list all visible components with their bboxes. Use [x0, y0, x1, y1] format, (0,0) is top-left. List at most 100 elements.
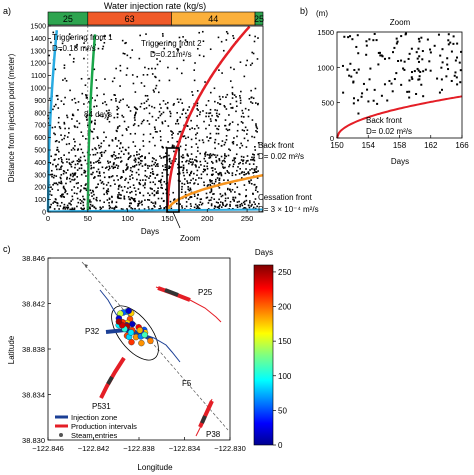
event-point	[126, 129, 128, 131]
event-point	[134, 91, 137, 93]
event-point	[103, 201, 105, 204]
event-point	[111, 207, 113, 209]
event-point	[53, 132, 55, 135]
event-point	[146, 94, 149, 97]
zoom-event-point	[386, 99, 389, 102]
event-point	[186, 125, 189, 127]
event-point	[118, 147, 121, 150]
front-curve-0	[46, 30, 59, 213]
event-point	[179, 46, 182, 48]
event-point	[224, 160, 226, 163]
event-point	[204, 155, 207, 157]
event-point	[62, 206, 65, 209]
zoom-event-point	[447, 43, 450, 46]
y-tick-label: 200	[34, 185, 46, 192]
event-point	[212, 153, 214, 156]
front-curve-3	[166, 173, 264, 213]
event-point	[231, 159, 234, 162]
event-point	[138, 157, 140, 160]
event-point	[51, 173, 54, 176]
event-point	[198, 139, 201, 142]
event-point	[224, 192, 226, 195]
event-point	[81, 200, 83, 202]
b-y-tick-label: 1000	[317, 63, 334, 72]
event-point	[161, 165, 164, 167]
event-point	[162, 35, 164, 37]
event-point	[232, 163, 235, 166]
event-point	[254, 207, 257, 210]
event-point	[142, 133, 145, 136]
event-point	[147, 167, 149, 169]
event-point	[181, 160, 183, 163]
event-point	[52, 202, 54, 204]
zoom-event-point	[452, 35, 455, 38]
event-point	[63, 67, 66, 69]
zoom-event-point	[397, 60, 400, 63]
event-point	[102, 183, 105, 185]
zoom-event-point	[453, 74, 456, 77]
zoom-event-point	[418, 78, 421, 81]
zoom-event-point	[460, 50, 463, 53]
zoom-event-point	[361, 92, 364, 95]
event-point	[152, 172, 154, 175]
event-point	[103, 140, 105, 142]
zoom-event-point	[347, 36, 350, 39]
event-point	[106, 160, 109, 163]
event-point	[99, 179, 102, 182]
zoom-event-point	[396, 40, 399, 43]
event-point	[207, 139, 210, 142]
event-point	[198, 54, 201, 57]
zoom-event-point	[400, 83, 403, 86]
event-point	[141, 203, 143, 206]
injection-base-trace	[47, 208, 264, 213]
event-point	[215, 159, 218, 162]
event-point	[146, 164, 149, 167]
event-point	[163, 155, 165, 158]
event-point	[181, 188, 183, 191]
event-point	[225, 108, 228, 110]
event-point	[148, 140, 151, 143]
zoom-event-point	[417, 60, 420, 63]
zoom-event-point	[355, 71, 358, 74]
event-point	[86, 48, 89, 51]
event-point	[217, 115, 219, 118]
event-point	[206, 162, 209, 164]
event-point	[224, 197, 227, 200]
event-point	[148, 112, 151, 115]
event-point	[108, 204, 111, 207]
zoom-event-point	[372, 39, 375, 42]
legend-injection-label: Injection zone	[71, 413, 117, 422]
event-point	[74, 174, 76, 176]
event-point	[62, 193, 64, 196]
back-front-label-d: D= 0.02 m²/s	[258, 152, 304, 161]
event-point	[96, 160, 99, 163]
event-point	[179, 98, 182, 101]
event-point	[48, 190, 51, 192]
event-point	[182, 59, 185, 62]
event-point	[167, 66, 169, 69]
event-point	[66, 193, 69, 195]
zoom-event-point	[365, 53, 368, 56]
event-point	[83, 46, 85, 49]
event-point	[198, 207, 200, 210]
event-point	[210, 199, 212, 201]
event-point	[95, 196, 98, 199]
event-point	[187, 162, 190, 165]
event-point	[229, 189, 231, 191]
event-point	[201, 30, 204, 33]
event-point	[160, 113, 163, 115]
event-point	[220, 172, 222, 174]
event-point	[249, 200, 251, 202]
event-point	[190, 205, 192, 207]
event-point	[147, 67, 150, 70]
event-point	[239, 168, 241, 170]
event-point	[172, 104, 175, 106]
event-point	[127, 126, 130, 128]
event-point	[131, 177, 134, 179]
event-point	[68, 177, 71, 180]
event-point	[183, 183, 186, 185]
event-point	[100, 142, 103, 145]
event-point	[249, 64, 252, 66]
event-point	[73, 207, 76, 210]
panel-c-ylabel: Latitude	[7, 335, 16, 364]
